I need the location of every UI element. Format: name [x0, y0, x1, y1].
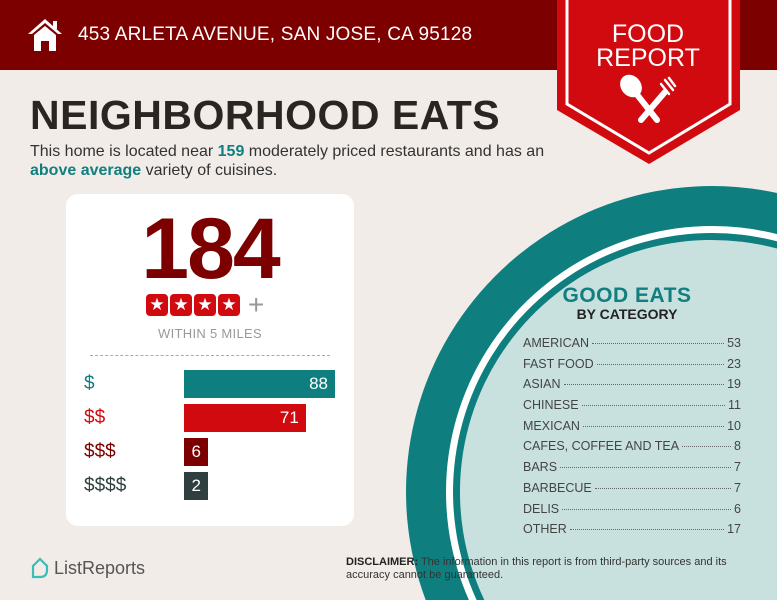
category-count: 10	[727, 418, 741, 433]
category-item: OTHER 17	[523, 522, 741, 543]
price-bar: 2	[184, 472, 208, 500]
category-name: BARS	[523, 460, 558, 475]
divider	[90, 355, 330, 356]
star-icon: ★	[170, 294, 192, 316]
category-item: CHINESE 11	[523, 398, 741, 419]
category-count: 6	[734, 501, 741, 516]
price-bar: 71	[184, 404, 306, 432]
category-name: FAST FOOD	[523, 356, 594, 371]
leader-dots	[596, 363, 725, 365]
category-name: ASIAN	[523, 377, 561, 392]
price-row: $$$$ 2	[84, 472, 344, 500]
leader-dots	[560, 467, 732, 469]
logo-icon	[31, 557, 49, 579]
plus-sign: +	[248, 289, 265, 320]
category-item: MEXICAN 10	[523, 419, 741, 440]
price-label: $$$	[84, 441, 116, 462]
category-name: DELIS	[523, 501, 560, 516]
within-label: WITHIN 5 MILES	[158, 326, 262, 341]
intro-text: This home is located near 159 moderately…	[30, 143, 545, 179]
price-label: $$$$	[84, 475, 127, 496]
disclaimer: DISCLAIMER: The information in this repo…	[346, 556, 727, 581]
category-count: 8	[734, 439, 741, 454]
star-icon: ★	[194, 294, 216, 316]
price-row: $$$ 6	[84, 438, 344, 466]
category-count: 17	[727, 522, 741, 537]
home-icon	[28, 19, 62, 51]
price-label: $$	[84, 407, 106, 428]
badge-title: FOOD REPORT	[596, 20, 700, 72]
category-name: AMERICAN	[523, 336, 589, 350]
star-rating: ★ ★ ★ ★ +	[146, 289, 265, 320]
leader-dots	[569, 529, 725, 531]
star-icon: ★	[218, 294, 240, 316]
category-name: CHINESE	[523, 398, 579, 413]
leader-dots	[581, 405, 726, 407]
good-eats-subtitle: BY CATEGORY	[576, 306, 678, 322]
total-restaurants: 184	[141, 201, 281, 297]
price-bar: 88	[184, 370, 335, 398]
listreports-logo: ListReports	[30, 557, 145, 579]
category-item: CAFES, COFFEE AND TEA 8	[523, 439, 741, 460]
good-eats-title: GOOD EATS	[562, 284, 692, 307]
fork-spoon-icon	[620, 74, 677, 123]
category-list: AMERICAN 53 FAST FOOD 23 ASIAN 19 CHINESE 11 MEX…	[523, 336, 741, 543]
price-row: $88	[84, 370, 344, 398]
category-item: FAST FOOD 23	[523, 357, 741, 378]
leader-dots	[594, 487, 732, 489]
category-item: AMERICAN 53	[523, 336, 741, 357]
category-item: ASIAN 19	[523, 377, 741, 398]
category-item: BARS 7	[523, 460, 741, 481]
category-count: 7	[734, 480, 741, 495]
star-icon: ★	[146, 294, 168, 316]
category-count: 11	[728, 398, 741, 413]
category-item: BARBECUE 7	[523, 481, 741, 502]
leader-dots	[682, 446, 732, 448]
leader-dots	[562, 508, 732, 510]
category-count: 19	[727, 377, 741, 392]
address: 453 ARLETA AVENUE, SAN JOSE, CA 95128	[78, 24, 473, 45]
category-name: MEXICAN	[523, 418, 580, 433]
leader-dots	[563, 384, 725, 386]
category-name: OTHER	[523, 522, 567, 537]
category-count: 53	[727, 336, 741, 350]
food-report-badge	[557, 0, 740, 164]
category-count: 7	[734, 460, 741, 475]
good-eats-heading: GOOD EATS BY CATEGORY	[523, 284, 731, 322]
category-count: 23	[727, 356, 741, 371]
summary-card: 184 ★ ★ ★ ★ + WITHIN 5 MILES $88 $$ 71 $$$ 6…	[66, 194, 354, 526]
price-row: $$ 71	[84, 404, 344, 432]
category-name: CAFES, COFFEE AND TEA	[523, 439, 680, 454]
page-title: NEIGHBORHOOD EATS	[30, 92, 501, 138]
price-bar: 6	[184, 438, 208, 466]
leader-dots	[582, 425, 725, 427]
leader-dots	[591, 343, 725, 344]
category-name: BARBECUE	[523, 480, 592, 495]
price-label: $	[84, 373, 95, 394]
category-item: DELIS 6	[523, 502, 741, 523]
